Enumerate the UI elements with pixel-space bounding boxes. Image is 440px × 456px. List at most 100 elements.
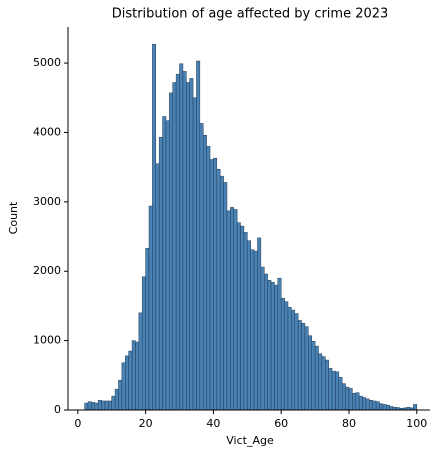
- bar: [175, 73, 180, 411]
- bar: [294, 313, 299, 411]
- bar: [213, 157, 218, 411]
- bar: [230, 207, 234, 411]
- y-tick-label: 2000: [33, 264, 61, 277]
- x-tick-label: 40: [206, 417, 220, 430]
- bar: [121, 362, 126, 411]
- bar: [189, 78, 194, 411]
- bar: [247, 240, 251, 411]
- bar: [172, 82, 177, 411]
- bar: [87, 401, 92, 411]
- bar: [158, 137, 163, 411]
- bar: [236, 222, 241, 411]
- bar: [304, 326, 309, 411]
- bar: [355, 392, 360, 411]
- bar: [202, 134, 207, 411]
- y-tick-label: 3000: [33, 195, 61, 208]
- bar: [318, 353, 323, 411]
- bar: [152, 44, 157, 411]
- bar: [216, 168, 221, 411]
- bar: [308, 335, 312, 411]
- bar: [280, 298, 285, 411]
- bar: [131, 340, 136, 411]
- bar: [287, 307, 292, 411]
- bar: [382, 404, 387, 411]
- bar: [148, 205, 153, 411]
- bar: [91, 402, 96, 411]
- bar: [284, 301, 289, 411]
- bar: [250, 249, 255, 411]
- bar: [274, 284, 279, 411]
- bar: [226, 210, 231, 411]
- bar: [209, 159, 214, 411]
- bar: [348, 388, 353, 411]
- bar: [118, 379, 123, 411]
- bar: [169, 92, 173, 411]
- y-tick-label: 5000: [33, 56, 61, 69]
- bar: [311, 341, 316, 411]
- bar: [314, 345, 319, 411]
- bar: [372, 400, 377, 411]
- bar: [389, 406, 394, 411]
- bar: [375, 401, 380, 411]
- bar: [328, 368, 333, 411]
- bar: [301, 323, 306, 411]
- bar: [125, 355, 129, 411]
- bar: [162, 116, 167, 411]
- bar: [111, 395, 116, 411]
- x-tick-label: 20: [139, 417, 153, 430]
- y-tick-label: 4000: [33, 125, 61, 138]
- bar: [260, 266, 265, 411]
- x-tick-label: 100: [406, 417, 427, 430]
- bar: [165, 120, 170, 411]
- bar: [233, 209, 238, 411]
- bar: [223, 182, 228, 411]
- bar: [108, 400, 112, 411]
- bar: [352, 393, 357, 411]
- bar: [104, 400, 109, 411]
- bar: [145, 248, 150, 411]
- bar: [155, 163, 160, 411]
- bar: [365, 398, 370, 411]
- bar: [270, 282, 275, 411]
- x-axis-label: Vict_Age: [226, 434, 274, 447]
- bar: [369, 400, 373, 411]
- y-axis-label: Count: [7, 201, 20, 234]
- bar: [135, 341, 140, 411]
- x-tick-label: 0: [74, 417, 81, 430]
- bar: [240, 225, 245, 411]
- bar: [243, 232, 248, 411]
- bar: [379, 403, 384, 411]
- bar: [264, 273, 268, 411]
- bar: [196, 60, 201, 411]
- bar: [291, 309, 296, 411]
- bar: [413, 404, 418, 411]
- bar: [206, 146, 211, 411]
- bar: [199, 123, 204, 411]
- bar: [257, 237, 262, 411]
- bar: [94, 402, 99, 411]
- y-tick-label: 1000: [33, 334, 61, 347]
- bar: [219, 175, 224, 411]
- bar: [362, 397, 367, 411]
- bar: [341, 383, 346, 411]
- y-tick-label: 0: [54, 403, 61, 416]
- bar: [84, 402, 89, 411]
- bar: [386, 404, 390, 411]
- bar: [345, 386, 350, 411]
- x-tick-label: 60: [274, 417, 288, 430]
- bar: [182, 71, 187, 411]
- bar: [321, 356, 326, 411]
- bar: [338, 377, 343, 411]
- bar: [358, 395, 363, 411]
- bar: [253, 250, 258, 411]
- chart-title: Distribution of age affected by crime 20…: [112, 7, 389, 22]
- bar: [325, 359, 329, 411]
- bar: [297, 320, 302, 411]
- bar: [128, 350, 133, 411]
- bar: [331, 370, 336, 411]
- x-tick-label: 80: [342, 417, 356, 430]
- bar: [138, 312, 143, 411]
- bar: [186, 82, 190, 411]
- bar: [277, 277, 282, 411]
